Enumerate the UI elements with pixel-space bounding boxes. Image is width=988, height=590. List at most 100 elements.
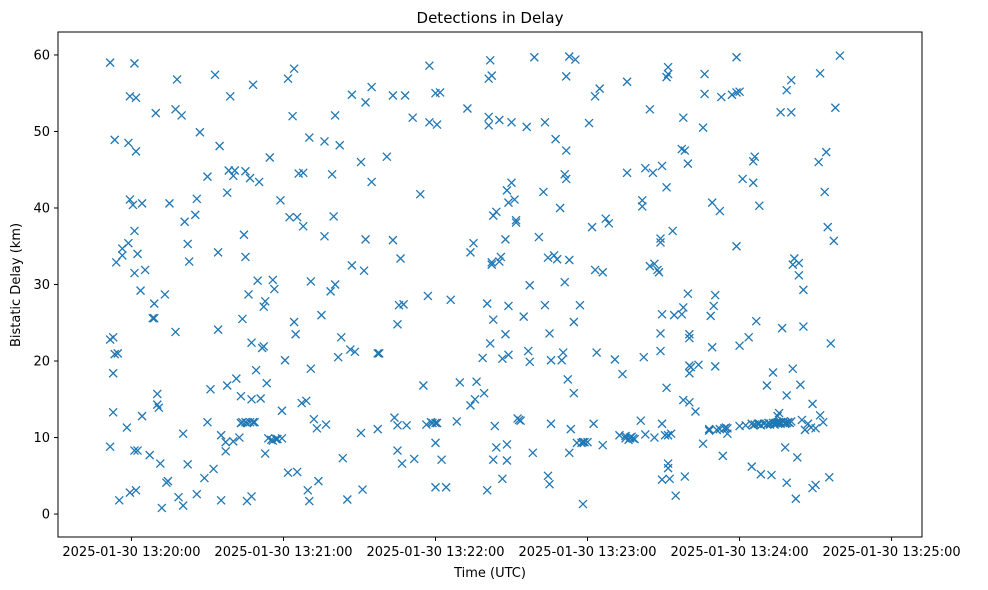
detection-point xyxy=(326,286,336,296)
detection-point xyxy=(490,421,500,431)
detection-point xyxy=(519,312,529,322)
detection-point xyxy=(114,495,124,505)
detection-point xyxy=(151,108,161,118)
detection-point xyxy=(815,410,825,420)
detection-point xyxy=(280,355,290,365)
detection-point xyxy=(177,110,187,120)
detection-point xyxy=(776,107,786,117)
detection-point xyxy=(285,212,295,222)
detection-point xyxy=(277,433,287,443)
detection-point xyxy=(504,301,513,311)
detection-point xyxy=(312,423,322,433)
detection-point xyxy=(747,462,757,472)
detection-point xyxy=(240,166,250,176)
detection-point xyxy=(798,285,808,295)
detection-point xyxy=(441,482,451,492)
detection-point xyxy=(525,280,535,290)
detection-point xyxy=(210,70,220,80)
detection-point xyxy=(259,342,269,351)
detection-point xyxy=(630,434,640,444)
detection-point xyxy=(415,189,425,199)
detection-point xyxy=(409,454,419,464)
detection-point xyxy=(583,437,592,447)
detection-point xyxy=(502,456,512,465)
detection-point xyxy=(488,315,498,325)
detection-point xyxy=(289,64,299,74)
detection-point xyxy=(230,166,240,175)
detection-point xyxy=(678,395,688,405)
y-tick-label: 20 xyxy=(33,355,50,370)
detection-point xyxy=(487,71,497,81)
detection-point xyxy=(117,250,127,260)
detection-point xyxy=(543,471,553,481)
detection-point xyxy=(522,122,532,132)
detection-point xyxy=(709,301,719,311)
detection-point xyxy=(656,329,665,338)
detection-point xyxy=(622,77,632,87)
detection-point xyxy=(359,266,369,276)
detection-point xyxy=(500,329,510,339)
detection-point xyxy=(137,411,147,421)
detection-point xyxy=(835,51,845,61)
detection-point xyxy=(818,417,828,427)
detection-point xyxy=(830,103,840,113)
detection-point xyxy=(791,494,801,504)
detection-point xyxy=(183,239,193,249)
detection-point xyxy=(292,467,302,477)
detection-point xyxy=(782,390,792,400)
detection-point xyxy=(735,87,745,97)
detection-point xyxy=(350,347,360,357)
detection-point xyxy=(523,346,533,356)
detection-point xyxy=(798,322,808,332)
y-tick-label: 10 xyxy=(33,431,50,446)
detection-point xyxy=(105,442,115,452)
detection-point xyxy=(432,120,442,130)
detection-point xyxy=(234,433,244,442)
x-tick-label: 2025-01-30 13:24:00 xyxy=(671,545,809,560)
detection-point xyxy=(545,479,554,489)
detection-point xyxy=(698,123,708,133)
detection-point xyxy=(823,222,833,232)
detection-point xyxy=(283,468,293,478)
detection-point xyxy=(700,69,710,79)
detection-point xyxy=(555,203,565,213)
detection-point xyxy=(648,168,658,178)
detection-point xyxy=(639,352,649,362)
detection-point xyxy=(388,235,398,245)
detection-point xyxy=(507,117,516,127)
detection-point xyxy=(374,348,384,358)
detection-point xyxy=(786,75,796,85)
detection-point xyxy=(402,420,412,430)
detection-point xyxy=(479,388,489,398)
detection-point xyxy=(656,346,665,356)
detection-point xyxy=(663,459,673,469)
detection-point xyxy=(335,140,345,150)
detection-point xyxy=(762,381,772,390)
detection-point xyxy=(691,407,700,416)
detection-point xyxy=(546,355,556,365)
detection-point xyxy=(504,198,513,208)
detection-point xyxy=(645,261,655,271)
detection-point xyxy=(231,374,241,384)
detection-point xyxy=(637,201,647,211)
detection-point xyxy=(130,268,139,278)
detection-point xyxy=(561,146,571,156)
detection-point xyxy=(669,310,679,320)
detection-point xyxy=(424,61,434,71)
detection-point xyxy=(303,485,313,495)
detection-point xyxy=(466,247,475,257)
detection-point xyxy=(137,198,147,208)
detection-point xyxy=(815,68,825,78)
detection-point xyxy=(504,350,513,360)
detection-point xyxy=(192,489,202,499)
detection-point xyxy=(738,174,748,184)
detection-point xyxy=(698,439,708,449)
detection-point xyxy=(342,495,352,504)
detection-point xyxy=(178,429,188,439)
detection-point xyxy=(732,87,741,97)
detection-point xyxy=(105,58,115,68)
x-axis-title: Time (UTC) xyxy=(453,566,526,581)
detection-point xyxy=(488,455,498,465)
detection-point xyxy=(511,218,521,227)
detection-point xyxy=(292,212,302,222)
